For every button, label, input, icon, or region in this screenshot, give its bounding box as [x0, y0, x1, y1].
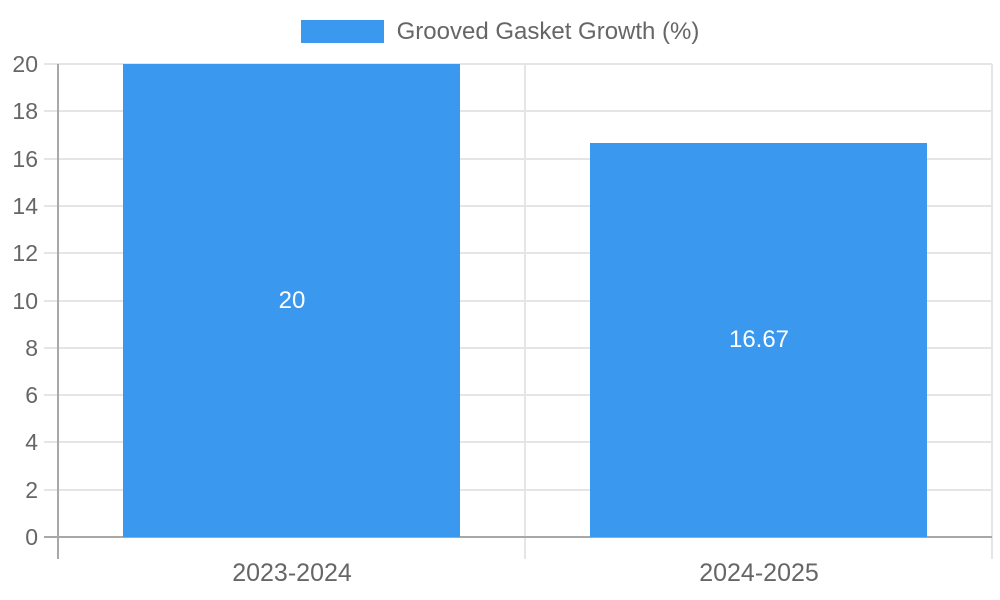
legend-swatch	[300, 20, 384, 43]
bar[interactable]	[123, 64, 460, 537]
y-tick-mark	[44, 300, 58, 302]
bar[interactable]	[590, 143, 927, 537]
y-tick-label: 4	[25, 429, 38, 455]
y-tick-mark	[44, 536, 58, 538]
category-tick-mark	[991, 537, 993, 559]
x-axis-line	[58, 536, 992, 538]
chart-legend[interactable]: Grooved Gasket Growth (%)	[0, 19, 1000, 44]
category-boundary-line	[524, 64, 526, 537]
y-tick-mark	[44, 110, 58, 112]
y-tick-mark	[44, 205, 58, 207]
y-tick-label: 0	[25, 524, 38, 550]
bar-value-label: 16.67	[728, 326, 790, 353]
y-tick-mark	[44, 489, 58, 491]
y-tick-mark	[44, 441, 58, 443]
y-tick-mark	[44, 158, 58, 160]
y-tick-label: 16	[12, 146, 38, 172]
bar-value-label: 20	[278, 287, 306, 314]
y-tick-label: 6	[25, 382, 38, 408]
y-tick-label: 10	[12, 288, 38, 314]
x-tick-label: 2024-2025	[699, 559, 819, 587]
y-tick-mark	[44, 63, 58, 65]
y-tick-mark	[44, 347, 58, 349]
category-tick-mark	[524, 537, 526, 559]
y-tick-mark	[44, 394, 58, 396]
y-tick-label: 12	[12, 240, 38, 266]
legend-label: Grooved Gasket Growth (%)	[396, 18, 700, 45]
y-tick-mark	[44, 252, 58, 254]
x-tick-label: 2023-2024	[232, 559, 352, 587]
y-tick-label: 18	[12, 98, 38, 124]
category-boundary-line	[991, 64, 993, 537]
y-tick-label: 20	[12, 51, 38, 77]
y-tick-label: 8	[25, 335, 38, 361]
y-tick-label: 14	[12, 193, 38, 219]
y-tick-label: 2	[25, 477, 38, 503]
y-axis-line	[57, 64, 59, 559]
